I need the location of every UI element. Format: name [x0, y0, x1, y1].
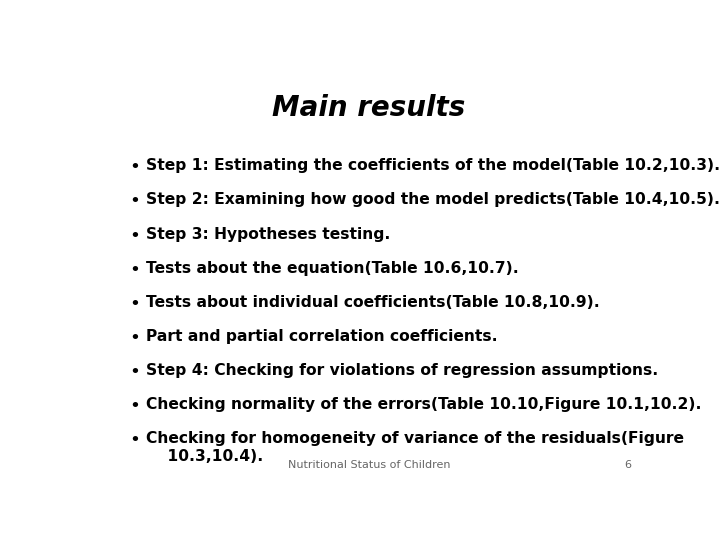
Text: •: • — [129, 397, 140, 415]
Text: •: • — [129, 227, 140, 245]
Text: •: • — [129, 431, 140, 449]
Text: •: • — [129, 158, 140, 177]
Text: Nutritional Status of Children: Nutritional Status of Children — [288, 460, 450, 470]
Text: •: • — [129, 329, 140, 347]
Text: Part and partial correlation coefficients.: Part and partial correlation coefficient… — [145, 329, 498, 344]
Text: Tests about individual coefficients(Table 10.8,10.9).: Tests about individual coefficients(Tabl… — [145, 295, 600, 310]
Text: Step 1: Estimating the coefficients of the model(Table 10.2,10.3).: Step 1: Estimating the coefficients of t… — [145, 158, 720, 173]
Text: Tests about the equation(Table 10.6,10.7).: Tests about the equation(Table 10.6,10.7… — [145, 261, 518, 275]
Text: Step 3: Hypotheses testing.: Step 3: Hypotheses testing. — [145, 227, 390, 241]
Text: •: • — [129, 363, 140, 381]
Text: 6: 6 — [624, 460, 631, 470]
Text: Checking normality of the errors(Table 10.10,Figure 10.1,10.2).: Checking normality of the errors(Table 1… — [145, 397, 701, 412]
Text: Main results: Main results — [272, 94, 466, 122]
Text: Step 4: Checking for violations of regression assumptions.: Step 4: Checking for violations of regre… — [145, 363, 658, 378]
Text: Checking for homogeneity of variance of the residuals(Figure
    10.3,10.4).: Checking for homogeneity of variance of … — [145, 431, 684, 463]
Text: •: • — [129, 295, 140, 313]
Text: Step 2: Examining how good the model predicts(Table 10.4,10.5).: Step 2: Examining how good the model pre… — [145, 192, 720, 207]
Text: •: • — [129, 192, 140, 211]
Text: •: • — [129, 261, 140, 279]
